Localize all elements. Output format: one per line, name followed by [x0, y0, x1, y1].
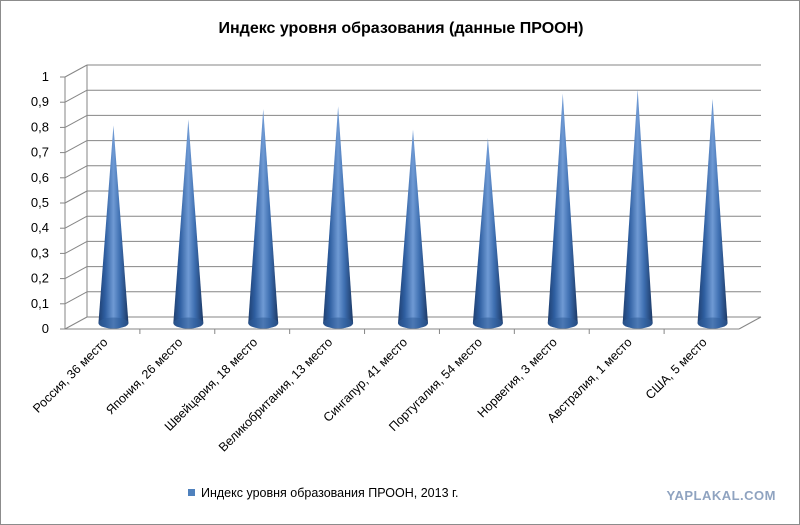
legend: Индекс уровня образования ПРООН, 2013 г.: [188, 486, 459, 500]
gridline-depth: [64, 64, 88, 78]
cone-bar: [173, 119, 204, 329]
cone-body: [547, 93, 578, 329]
cone-base: [622, 317, 653, 329]
cone-bar: [98, 125, 129, 329]
cone-bar: [547, 93, 578, 329]
cone-base: [398, 317, 428, 329]
y-tick-label: 0,9: [31, 94, 49, 109]
y-tick-label: 0,3: [31, 245, 49, 260]
x-tick-label: Япония, 26 место: [103, 335, 185, 417]
cone-base: [248, 317, 279, 329]
y-axis: 0 0,1 0,2 0,3 0,4 0,5 0,6 0,7 0,8 0,9 1: [31, 69, 65, 336]
x-tick-label: США, 5 место: [643, 335, 710, 402]
gridline-depth: [64, 140, 88, 154]
watermark: YAPLAKAL.COM: [666, 488, 776, 503]
cone-bar: [323, 106, 354, 329]
cone-body: [398, 129, 428, 329]
x-tick-label: Сингапур, 41 место: [321, 335, 411, 425]
y-tick-label: 0,8: [31, 119, 49, 134]
cone-base: [173, 317, 204, 329]
y-tick-label: 1: [42, 69, 49, 84]
cone-bar: [248, 109, 279, 329]
gridline-depth: [64, 316, 88, 330]
chart-title: Индекс уровня образования (данные ПРООН): [219, 20, 584, 37]
cone-body: [323, 106, 354, 329]
cone-body: [622, 89, 653, 329]
cone-base: [697, 317, 728, 329]
legend-label: Индекс уровня образования ПРООН, 2013 г.: [201, 486, 459, 500]
gridline-depth: [64, 114, 88, 128]
gridline-depth: [64, 190, 88, 204]
y-tick-label: 0,1: [31, 296, 49, 311]
cone-base: [323, 317, 354, 329]
x-tick-label: Россия, 36 место: [30, 335, 110, 415]
cone-body: [98, 125, 129, 329]
cone-body: [472, 138, 503, 329]
gridline-depth: [64, 165, 88, 179]
cone-base: [98, 317, 129, 329]
y-tick-label: 0,7: [31, 145, 49, 160]
plot-area: [64, 64, 762, 330]
gridline-depth: [64, 215, 88, 229]
series-cones: [98, 89, 728, 329]
gridline-depth: [64, 240, 88, 254]
legend-swatch: [188, 489, 195, 496]
y-tick-label: 0,6: [31, 170, 49, 185]
cone-body: [173, 119, 204, 329]
gridline-depth: [64, 89, 88, 103]
cone-body: [248, 109, 279, 329]
y-tick-label: 0,4: [31, 220, 49, 235]
x-tick-label: Норвегия, 3 место: [475, 335, 560, 420]
y-tick-label: 0,5: [31, 195, 49, 210]
y-tick-label: 0: [42, 321, 49, 336]
cone-base: [547, 317, 578, 329]
cone-bar: [472, 138, 503, 329]
cone-base: [472, 317, 503, 329]
gridline-depth: [64, 266, 88, 280]
x-tick-label: Австралия, 1 место: [545, 335, 635, 425]
cone-bar: [398, 129, 428, 329]
cone-bar: [697, 98, 728, 329]
floor-edge: [738, 316, 762, 330]
gridline-depth: [64, 291, 88, 305]
cone-body: [697, 98, 728, 329]
cone-bar: [622, 89, 653, 329]
y-tick-label: 0,2: [31, 271, 49, 286]
